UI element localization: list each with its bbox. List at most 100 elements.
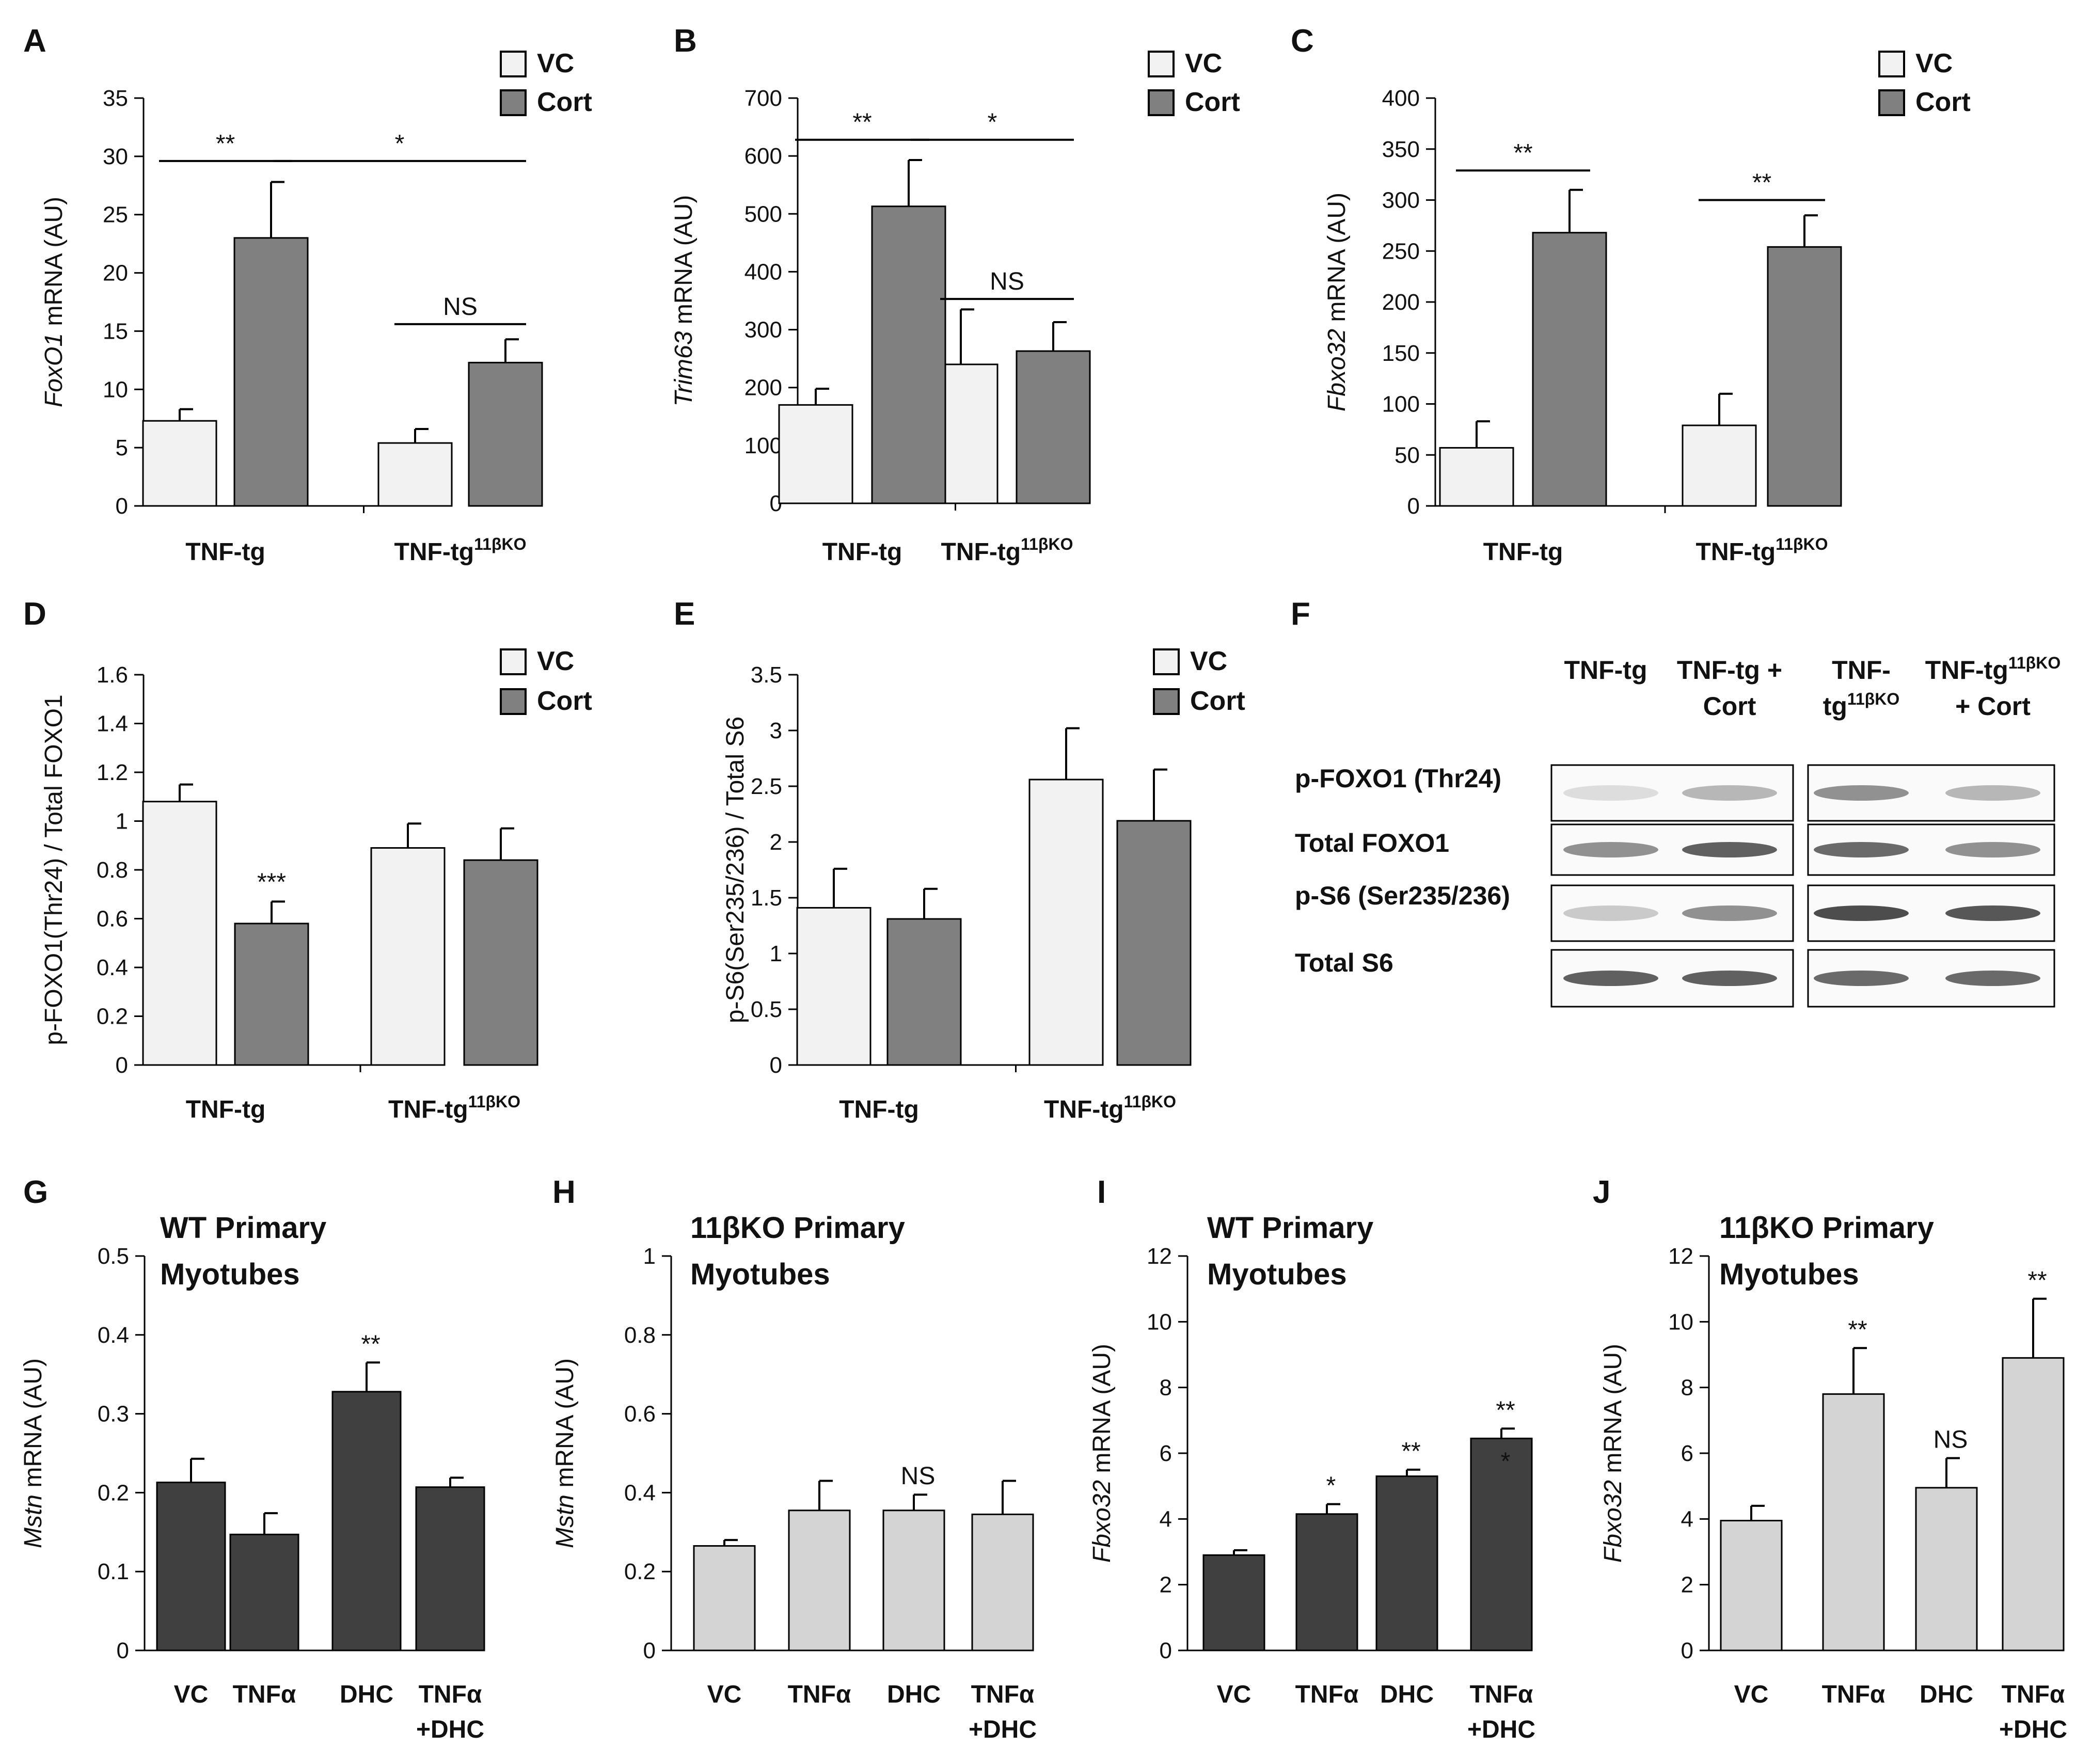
y-tick-label: 2.5 (751, 774, 782, 799)
y-tick-label: 3.5 (751, 662, 782, 688)
x-category-label: TNF-tg11βKO (394, 535, 527, 566)
significance-label: ** (1401, 1438, 1420, 1465)
significance-label: ** (852, 109, 871, 136)
y-tick-label: 1.2 (97, 760, 128, 785)
y-tick-label: 0.4 (98, 1323, 129, 1348)
legend-label: Cort (1915, 87, 1971, 117)
blot-band (1682, 971, 1777, 986)
significance-label: *** (257, 868, 286, 896)
legend-label: VC (1185, 49, 1222, 78)
legend-label: VC (537, 49, 574, 78)
significance-label: * (395, 130, 405, 157)
x-category-label: TNFα (419, 1681, 482, 1708)
legend-swatch-vc (500, 51, 527, 77)
y-tick-label: 15 (103, 319, 128, 344)
y-tick-label: 2 (1681, 1572, 1693, 1598)
bar-cort (871, 205, 946, 504)
blot-row-label: p-S6 (Ser235/236) (1295, 881, 1510, 910)
chart-panel-C: 0 50 100 150 200 250 300 350 400 Fbxo32 mRNA (AU)… (1291, 23, 1971, 566)
significance-label: NS (443, 293, 478, 321)
bar-cort (886, 918, 962, 1066)
bar-vc (142, 801, 217, 1066)
bar-cort (1116, 820, 1192, 1066)
x-category-label: DHC (1380, 1681, 1434, 1708)
y-tick-label: 10 (1147, 1309, 1172, 1334)
blot-band (1945, 842, 2040, 857)
y-axis-label: p-FOXO1(Thr24) / Total FOXO1 (40, 694, 68, 1045)
chart-panel-J: 0 2 4 6 8 10 12 Fbxo32 mRNA (AU) J 11βKO Primary M… (1593, 1174, 2067, 1743)
bar (156, 1482, 226, 1651)
blot-band (1814, 842, 1909, 857)
chart-panel-G: 0 0.1 0.2 0.3 0.4 0.5 Mstn mRNA (AU) G WT Primar… (20, 1174, 485, 1743)
y-tick-label: 0.5 (751, 997, 782, 1022)
legend-label: VC (537, 646, 574, 676)
significance-label: * (1501, 1448, 1511, 1475)
blot-column-label: TNF-tg + (1677, 656, 1782, 685)
x-category-label: TNFα (1822, 1681, 1885, 1708)
legend-swatch-vc (1153, 648, 1180, 675)
bar-vc (377, 442, 453, 507)
y-tick-label: 10 (1668, 1309, 1693, 1334)
y-tick-label: 0.2 (98, 1480, 129, 1505)
bar (229, 1533, 299, 1651)
blot-band (1814, 785, 1909, 801)
significance-label: ** (216, 130, 235, 157)
significance-label: NS (1934, 1426, 1968, 1454)
chart-title: Myotubes (1719, 1258, 1859, 1291)
x-category-label: TNF-tg11βKO (1044, 1092, 1176, 1123)
significance-label: NS (990, 268, 1024, 295)
y-tick-label: 1 (116, 809, 128, 834)
y-axis-label: Fbxo32 mRNA (AU) (1599, 1344, 1627, 1563)
significance-label: NS (901, 1463, 936, 1490)
panel-letter: F (1291, 596, 1310, 632)
y-tick-label: 0.4 (97, 955, 128, 980)
chart-panel-H: 0 0.2 0.4 0.6 0.8 1 Mstn mRNA (AU) H 11βKO Prima… (551, 1174, 1037, 1743)
y-tick-label: 0 (1681, 1638, 1693, 1663)
y-tick-label: 35 (103, 86, 128, 111)
blot-band (1563, 905, 1658, 921)
y-tick-label: 0 (770, 1053, 782, 1078)
y-tick-label: 0.6 (624, 1402, 656, 1427)
legend-swatch-vc (500, 648, 527, 675)
blot-column-label: TNF- (1832, 656, 1891, 685)
bar (1202, 1554, 1265, 1651)
y-tick-label: 8 (1681, 1375, 1693, 1401)
y-tick-label: 0.1 (98, 1559, 129, 1584)
x-category-label: TNF-tg11βKO (388, 1092, 520, 1123)
bar-cort (234, 923, 309, 1066)
blot-band (1814, 971, 1909, 986)
y-tick-label: 30 (103, 144, 128, 169)
panel-letter: B (674, 23, 697, 59)
bar (971, 1513, 1034, 1651)
bar-vc (370, 847, 446, 1066)
significance-label: ** (1848, 1316, 1867, 1343)
blot-row-label: p-FOXO1 (Thr24) (1295, 764, 1501, 793)
legend-swatch-cort (500, 688, 527, 715)
legend-swatch-cort (1153, 688, 1180, 715)
chart-title: 11βKO Primary (690, 1211, 905, 1245)
bar (788, 1509, 851, 1651)
legend-label: Cort (537, 87, 592, 117)
x-category-label: VC (1217, 1681, 1251, 1708)
x-category-label: DHC (887, 1681, 941, 1708)
x-category-label: +DHC (416, 1716, 484, 1743)
y-tick-label: 5 (116, 435, 128, 460)
bar-cort (1532, 232, 1607, 507)
y-axis-label: Mstn mRNA (AU) (551, 1358, 579, 1548)
y-tick-label: 12 (1147, 1244, 1172, 1269)
panel-letter: E (674, 596, 695, 632)
blot-column-label: + Cort (1955, 692, 2031, 721)
blot-band (1563, 785, 1658, 801)
y-tick-label: 8 (1160, 1375, 1172, 1401)
bar-vc (778, 404, 853, 504)
blot-row-label: Total S6 (1295, 948, 1393, 977)
y-tick-label: 0.5 (98, 1244, 129, 1269)
x-category-label: TNFα (2002, 1681, 2065, 1708)
chart-title: Myotubes (160, 1258, 300, 1291)
panel-letter: D (23, 596, 46, 632)
y-tick-label: 0.4 (624, 1480, 656, 1505)
x-category-label: TNF-tg (186, 1096, 266, 1123)
y-tick-label: 2 (1160, 1572, 1172, 1598)
x-category-label: TNFα (233, 1681, 296, 1708)
bar-cort (1767, 246, 1842, 507)
